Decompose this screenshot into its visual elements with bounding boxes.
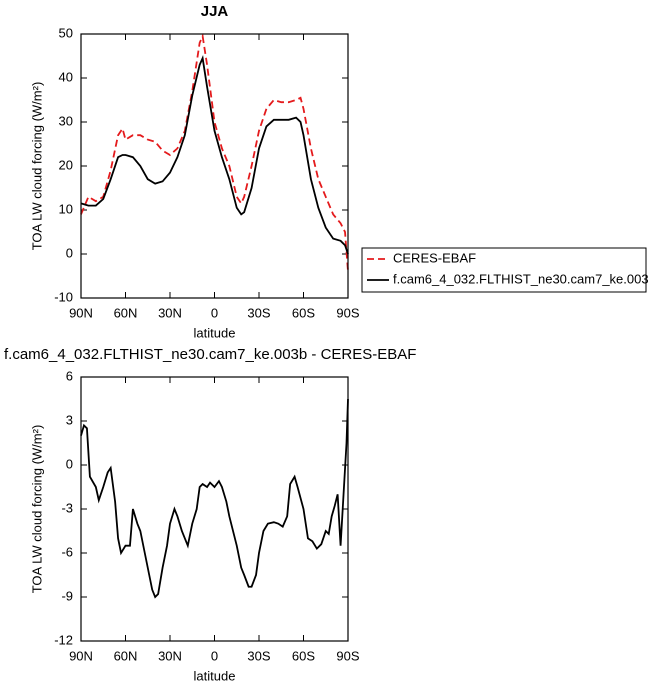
x-tick-label: 60N — [114, 305, 138, 320]
legend-label: f.cam6_4_032.FLTHIST_ne30.cam7_ke.003b — [393, 271, 649, 286]
x-tick-label: 30N — [158, 305, 182, 320]
x-axis-label: latitude — [194, 325, 236, 340]
x-tick-label: 30N — [158, 648, 182, 663]
y-tick-label: -6 — [61, 544, 73, 559]
x-tick-label: 90S — [336, 305, 359, 320]
x-axis-label: latitude — [194, 668, 236, 683]
y-tick-label: 50 — [59, 25, 73, 40]
y-tick-label: 10 — [59, 201, 73, 216]
y-tick-label: 3 — [66, 412, 73, 427]
y-axis-label: TOA LW cloud forcing (W/m²) — [29, 82, 44, 251]
y-tick-label: -9 — [61, 588, 73, 603]
legend-box — [361, 247, 647, 293]
y-axis-label: TOA LW cloud forcing (W/m²) — [29, 425, 44, 594]
chart-title: JJA — [201, 3, 229, 20]
x-tick-label: 60N — [114, 648, 138, 663]
legend-label: CERES-EBAF — [393, 250, 476, 265]
y-tick-label: 0 — [66, 245, 73, 260]
data-line — [80, 33, 349, 272]
plot-frame — [80, 376, 349, 642]
x-tick-label: 60S — [292, 648, 315, 663]
y-tick-label: 40 — [59, 69, 73, 84]
x-tick-label: 30S — [247, 648, 270, 663]
y-tick-label: 6 — [66, 368, 73, 383]
x-tick-label: 90N — [69, 305, 93, 320]
y-tick-label: -12 — [54, 632, 73, 647]
y-tick-label: -3 — [61, 500, 73, 515]
data-line — [80, 55, 349, 255]
x-tick-label: 90S — [336, 648, 359, 663]
chart-title: f.cam6_4_032.FLTHIST_ne30.cam7_ke.003b -… — [4, 346, 416, 363]
x-tick-label: 0 — [211, 305, 218, 320]
y-tick-label: 0 — [66, 456, 73, 471]
x-tick-label: 0 — [211, 648, 218, 663]
y-tick-label: -10 — [54, 289, 73, 304]
plot-frame — [80, 33, 349, 299]
data-line — [80, 398, 349, 599]
x-tick-label: 60S — [292, 305, 315, 320]
y-tick-label: 30 — [59, 113, 73, 128]
y-tick-label: 20 — [59, 157, 73, 172]
x-tick-label: 30S — [247, 305, 270, 320]
x-tick-label: 90N — [69, 648, 93, 663]
